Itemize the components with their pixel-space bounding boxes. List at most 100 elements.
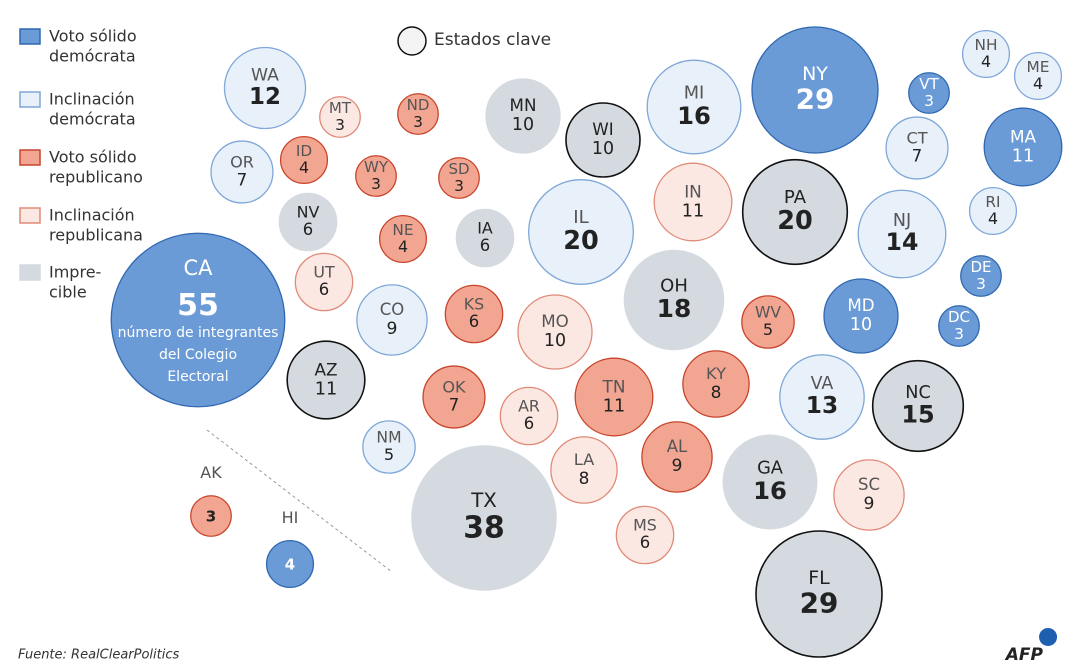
state-abbr: NE [392,221,413,239]
state-abbr: IL [573,207,589,228]
state-abbr: ND [407,96,430,114]
state-votes: 4 [299,158,309,177]
state-bubble [565,102,641,178]
state-abbr: VA [811,374,834,394]
state-votes: 15 [901,401,934,429]
state-votes: 8 [579,469,590,489]
state-votes: 18 [657,294,692,323]
state-abbr: LA [574,450,595,469]
legend-swatch [19,91,41,108]
state-votes: 7 [912,145,923,165]
legend-label: cible [49,283,87,302]
state-bubble [857,189,947,279]
state-bubble [319,96,361,138]
legend-label: Voto sólido [49,27,137,46]
state-votes: 6 [480,236,490,255]
source: Fuente: RealClearPolitics [18,648,180,663]
state-abbr: KS [464,294,484,313]
state-votes: 16 [677,101,711,130]
state-bubble [574,357,654,437]
state-bubble [741,158,849,266]
state-votes: 6 [640,533,650,552]
state-bubble [871,359,965,453]
state-abbr: ME [1027,58,1050,76]
state-votes: 4 [1033,74,1043,93]
state-votes: 20 [563,226,599,256]
state-abbr: NM [376,429,401,447]
legend-label: demócrata [49,110,136,129]
state-bubble [517,294,593,370]
state-abbr: OK [442,377,466,396]
state-votes: 14 [886,228,919,256]
state-abbr: MI [684,84,705,104]
state-bubble [550,436,618,504]
state-votes: 6 [469,312,479,331]
state-bubble [741,295,795,349]
state-abbr: GA [757,459,783,479]
state-bubble [444,284,504,344]
state-votes: 11 [1012,146,1034,166]
state-abbr: MT [329,99,352,117]
legend-label: Inclinación [49,206,135,225]
legend-label: demócrata [49,47,136,66]
state-abbr: MD [847,296,874,315]
state-bubble [646,59,742,155]
logo-dot [1039,628,1058,646]
state-votes: 11 [315,379,337,399]
state-bubble [485,78,561,154]
state-votes: 6 [303,220,313,239]
state-abbr: FL [808,567,830,589]
state-bubble [983,107,1063,187]
state-votes: 11 [682,201,704,221]
state-votes: 12 [249,84,281,110]
state-abbr: CA [184,256,214,280]
legend-label: republicano [49,168,143,187]
state-note: Electoral [167,369,228,385]
state-bubble [960,255,1002,297]
state-votes: 13 [806,392,838,419]
legend-label: republicana [49,226,143,245]
state-votes: 6 [524,414,534,433]
state-abbr: PA [784,187,807,208]
state-votes: 4 [981,52,991,71]
state-votes: 5 [384,445,394,464]
state-bubble [110,232,286,408]
state-abbr: MA [1010,126,1037,146]
state-bubble [397,93,439,135]
state-abbr: NH [975,36,998,54]
state-abbr: MS [633,515,657,534]
state-note: del Colegio [159,347,237,363]
state-abbr: HI [282,508,299,527]
state-abbr: OH [660,275,688,296]
state-abbr: NJ [893,211,911,231]
state-abbr: AK [200,463,222,482]
state-bubble [653,162,733,242]
state-votes: 3 [206,508,216,526]
state-abbr: CT [906,128,927,147]
state-votes: 38 [463,510,505,545]
legend-swatch [19,207,41,224]
state-votes: 8 [711,383,722,403]
state-votes: 29 [800,586,839,619]
state-votes: 10 [592,139,614,159]
state-bubble [528,179,634,285]
state-abbr: AR [518,396,540,415]
state-bubble [961,29,1011,79]
legend-swatch [19,28,41,45]
state-abbr: NC [905,383,930,403]
state-abbr: AL [667,437,688,456]
state-abbr: MN [510,96,537,115]
state-votes: 6 [319,280,329,299]
state-bubble [499,386,559,446]
state-abbr: RI [985,193,1000,211]
state-bubble [223,46,307,130]
legend-label: Inclinación [49,90,135,109]
state-bubble [615,505,675,565]
state-abbr: UT [313,262,335,281]
state-bubble [455,208,515,268]
state-bubble [411,445,557,591]
state-bubble [190,495,232,537]
legend-swatch [19,149,41,166]
state-votes: 3 [924,92,934,110]
